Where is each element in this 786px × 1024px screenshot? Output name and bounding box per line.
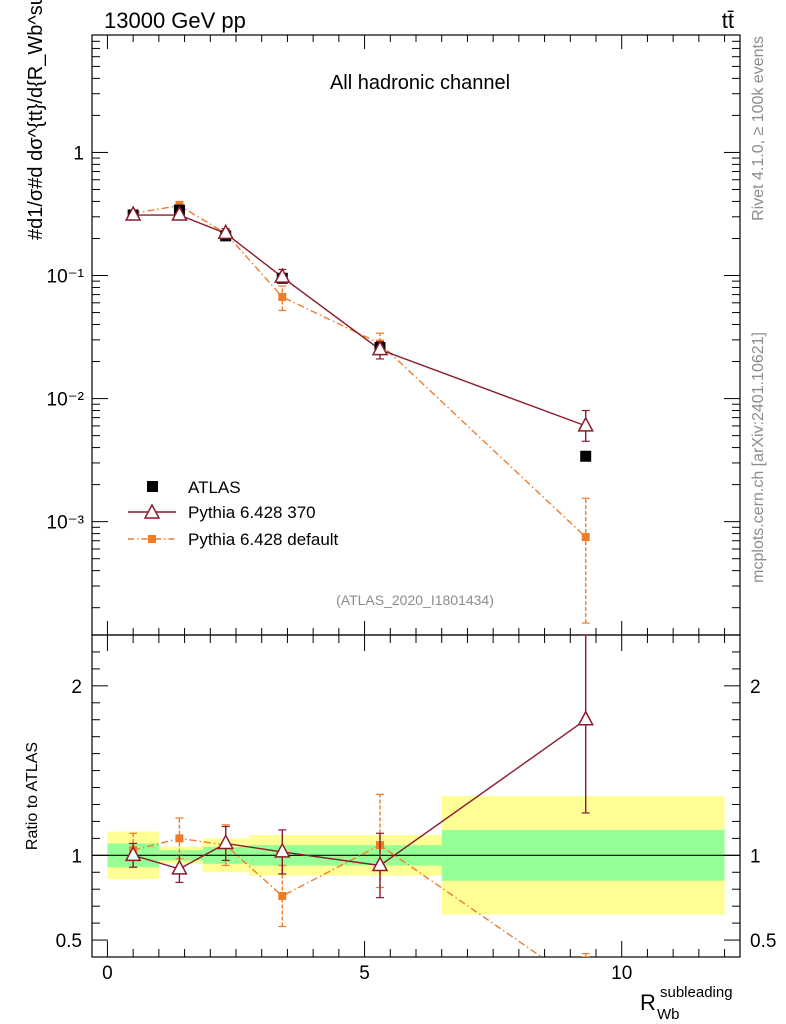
mcplots-label: mcplots.cern.ch [arXiv:2401.10621] [750,332,767,583]
ratio-pythia-default-point [278,891,287,900]
main-series [124,200,594,624]
main-pythia-default-point [581,533,590,542]
ratio-pythia370-point [171,859,188,875]
ratio-pythia370-point [124,845,142,862]
x-axis-label-sup: subleading [660,984,733,1001]
ratio-pythia370-line [132,719,587,870]
main-pythia370-point [577,416,594,432]
main-ytick-label: 10⁻¹ [47,267,85,288]
main-pythia370-point [217,223,234,240]
ratio-panel: 0.5 0.5 1 1 2 2 0 5 10 Ratio to ATLAS [24,634,776,984]
legend: ATLAS Pythia 6.428 370 Pythia 6.428 defa… [128,478,339,549]
ratio-pythia370-point [217,833,234,850]
main-ytick-label: 1 [73,143,84,164]
main-pythia370-point [274,267,291,283]
ratio-ytick-label-left: 0.5 [56,931,82,952]
ratio-series [124,635,594,957]
ratio-pythia370-point [274,842,291,858]
main-atlas-point [580,450,592,462]
chart-title: All hadronic channel [330,72,510,94]
legend-pythia370-label: Pythia 6.428 370 [188,503,316,522]
legend-pythiadefault-marker [148,535,156,543]
main-pythia-default-line [133,204,587,538]
legend-atlas-marker [147,481,158,492]
ratio-series-clipped [124,635,594,957]
ratio-xtick-label: 0 [102,963,113,984]
ratio-ytick-label-left: 2 [71,677,82,698]
ratio-ytick-label-right: 2 [750,677,761,698]
ratio-ylabel: Ratio to ATLAS [24,742,41,850]
main-pythia370-point [124,205,142,221]
ratio-xtick-label: 5 [359,963,370,984]
ratio-ytick-label-right: 1 [750,846,761,867]
legend-atlas-label: ATLAS [188,478,241,497]
main-ticks: 10⁻³ 10⁻² 10⁻¹ 1 [47,34,740,635]
rivet-label: Rivet 4.1.0, ≥ 100k events [750,36,767,221]
ratio-pythia-default-line [132,837,543,957]
legend-pythiadefault-label: Pythia 6.428 default [188,530,339,549]
x-axis-label-main: R [640,990,656,1015]
main-pythia370-point [371,340,389,356]
main-ytick-label: 10⁻² [47,390,85,411]
x-axis-label: R subleading Wb [640,984,733,1023]
ratio-pythia-default-point [175,834,184,843]
ratio-pythia370-point [577,710,594,726]
main-panel: 10⁻³ 10⁻² 10⁻¹ 1 All hadronic channel (ATLA… [25,0,741,636]
process-label: tt̄ [722,8,734,33]
ratio-xtick-label: 10 [611,963,632,984]
energy-label: 13000 GeV pp [104,8,246,33]
main-pythia370-point [171,205,188,221]
ratio-ytick-label-left: 1 [71,846,82,867]
analysis-tag: (ATLAS_2020_I1801434) [336,592,494,608]
main-ytick-label: 10⁻³ [47,513,85,534]
main-ylabel-text: #d1/σ#d dσ^{tt}/d{R_Wb^subleading} [25,0,47,240]
main-pythia370-line [133,214,586,427]
ratio-pythia370-point [371,855,389,872]
ratio-ticks: 0.5 0.5 1 1 2 2 0 5 10 [56,635,776,984]
x-axis-label-sub: Wb [657,1006,680,1023]
legend-pythia370-marker [143,503,161,519]
main-ylabel: #d1/σ#d dσ^{tt}/d{R_Wb^subleading} [25,0,47,240]
ratio-ytick-label-right: 0.5 [750,931,776,952]
main-pythia-default-point [278,292,287,301]
ratio-bands [92,796,740,915]
